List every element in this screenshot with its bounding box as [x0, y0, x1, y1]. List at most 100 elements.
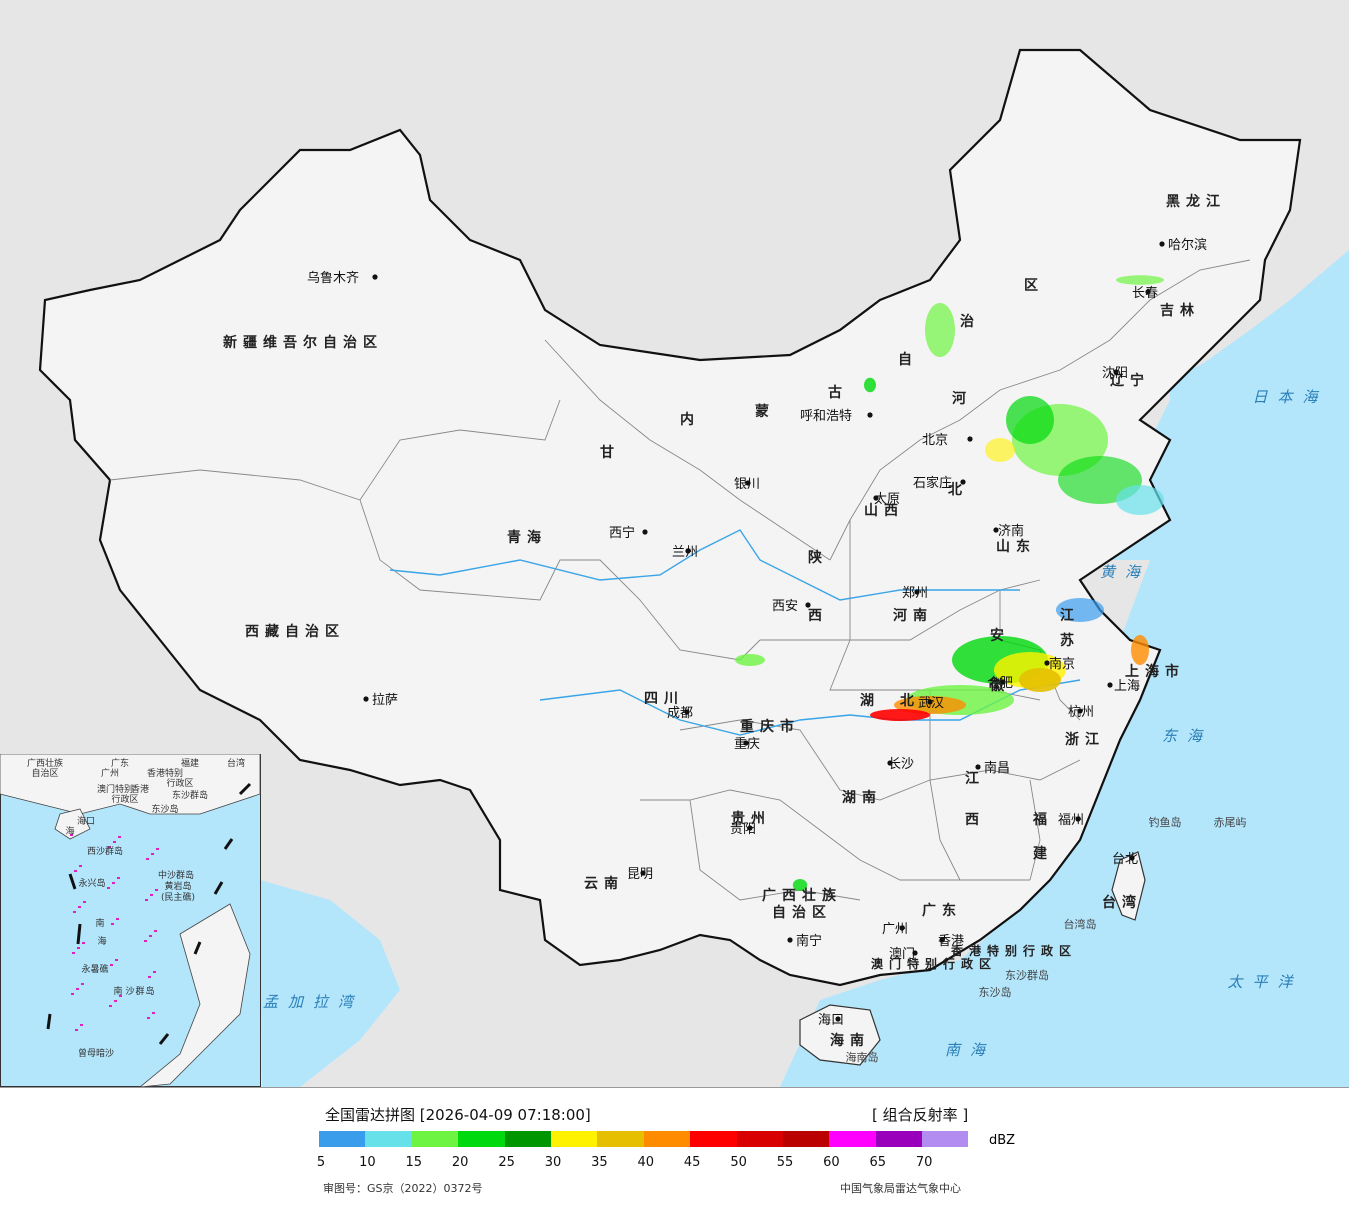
radar-echo	[1116, 275, 1164, 285]
city-dot	[967, 436, 973, 442]
sea-label: 孟加拉湾	[263, 993, 363, 1011]
city-dot	[747, 825, 753, 831]
inset-label: 永暑礁	[81, 963, 108, 975]
scale-tick: 50	[730, 1155, 747, 1170]
inset-label: 台湾	[227, 757, 245, 769]
city-label: 长春	[1132, 286, 1158, 301]
inset-label: 香港	[131, 783, 149, 795]
province-label: 江	[965, 770, 985, 787]
city-dot	[939, 937, 945, 943]
province-label: 安	[990, 627, 1010, 644]
inset-label: 中沙群岛	[158, 869, 194, 881]
city-label: 呼和浩特	[800, 409, 852, 424]
city-label: 南京	[1049, 656, 1075, 672]
sea-of-japan	[1170, 340, 1349, 560]
inset-reef	[144, 940, 147, 942]
inset-label: 广西壮族	[27, 757, 63, 769]
city-label: 广州	[882, 922, 908, 937]
city-label: 福州	[1058, 813, 1084, 828]
scale-tick: 25	[498, 1155, 515, 1170]
inset-reef	[76, 988, 79, 990]
island-label: 赤尾屿	[1214, 816, 1247, 829]
city-label: 石家庄	[913, 475, 952, 491]
province-label: 黑龙江	[1166, 193, 1226, 210]
province-label: 重庆市	[740, 718, 800, 735]
inset-reef	[112, 882, 115, 884]
radar-echo	[894, 696, 966, 714]
scale-tick: 15	[405, 1155, 423, 1170]
city-dot	[787, 937, 793, 943]
province-label: 徽	[989, 677, 1010, 694]
inset-reef	[72, 952, 75, 954]
city-dot	[975, 764, 981, 770]
inset-reef	[116, 918, 119, 920]
bay-of-bengal	[260, 880, 400, 1087]
inset-label: 南	[95, 917, 104, 929]
city-label: 台北	[1112, 852, 1138, 867]
scale-swatch	[875, 1131, 923, 1147]
scale-tick: 10	[359, 1155, 376, 1170]
inset-reef	[150, 894, 153, 896]
city-label: 成都	[667, 706, 693, 721]
inset-reef	[75, 1029, 78, 1031]
city-dot	[1000, 679, 1006, 685]
scale-tick: 45	[683, 1155, 701, 1170]
province-label: 四川	[644, 691, 684, 707]
province-label: 台湾	[1102, 894, 1142, 911]
scale-swatch	[411, 1131, 459, 1147]
city-label: 重庆	[734, 736, 760, 752]
city-dot	[640, 870, 646, 876]
city-dot	[1145, 289, 1151, 295]
inset-label: 东沙群岛	[172, 789, 208, 801]
city-label: 合肥	[987, 676, 1013, 691]
radar-echo	[1006, 396, 1054, 444]
radar-map: 新疆维吾尔自治区 西藏自治区 青海甘内蒙古自治区黑龙江 吉林 辽宁河北山西 山东陕西河南江…	[0, 0, 1349, 1088]
city-dot	[835, 1016, 841, 1022]
inset-label: 行政区	[111, 793, 138, 805]
inset-reef	[83, 901, 86, 903]
province-label: 吉林	[1160, 302, 1200, 319]
inset-reef	[77, 947, 80, 949]
province-label: 新疆维吾尔自治区	[223, 334, 383, 351]
city-dot	[1075, 816, 1081, 822]
sea-label: 太平洋	[1227, 973, 1302, 991]
city-dot	[927, 699, 933, 705]
province-label: 建	[1033, 845, 1053, 862]
inset-label: 黄岩岛	[164, 880, 191, 892]
inset-label: 岛	[145, 985, 154, 997]
sea-label: 东海	[1162, 727, 1212, 745]
scale-swatch	[736, 1131, 783, 1147]
radar-echo	[985, 438, 1015, 462]
radar-echo	[1056, 598, 1104, 622]
city-label: 北京	[922, 433, 948, 448]
inset-reef	[156, 848, 159, 850]
taiwan-island	[1111, 851, 1146, 921]
inset-label: 曾母暗沙	[78, 1047, 114, 1059]
island-label: 东沙岛	[979, 985, 1012, 999]
inset-reef	[146, 858, 149, 860]
inset-reef	[74, 870, 77, 872]
inset-reef	[73, 911, 76, 913]
city-label: 西安	[772, 599, 798, 614]
province-label: 广西壮族	[762, 887, 842, 904]
city-label: 长沙	[888, 757, 914, 772]
island-label: 海南岛	[846, 1050, 879, 1064]
inset-reef	[81, 983, 84, 985]
city-label: 杭州	[1068, 705, 1094, 720]
city-label: 南宁	[796, 933, 822, 949]
china-landmass	[38, 48, 1302, 987]
sea-label: 黄海	[1100, 563, 1150, 581]
inset-label: 沙	[125, 986, 134, 997]
province-label: 湖南	[842, 789, 882, 806]
scale-tick: 35	[591, 1155, 608, 1170]
inset-reef	[79, 865, 82, 867]
inset-reef	[145, 899, 148, 901]
city-label: 贵阳	[730, 822, 756, 837]
province-label: 香港特别行政区	[950, 943, 1077, 958]
city-label: 西宁	[609, 525, 635, 541]
inset-reef	[153, 971, 156, 973]
province-label: 西藏自治区	[245, 623, 345, 640]
province-label: 河南	[893, 607, 933, 624]
inset-reef	[71, 993, 74, 995]
province-label: 治	[960, 313, 980, 330]
